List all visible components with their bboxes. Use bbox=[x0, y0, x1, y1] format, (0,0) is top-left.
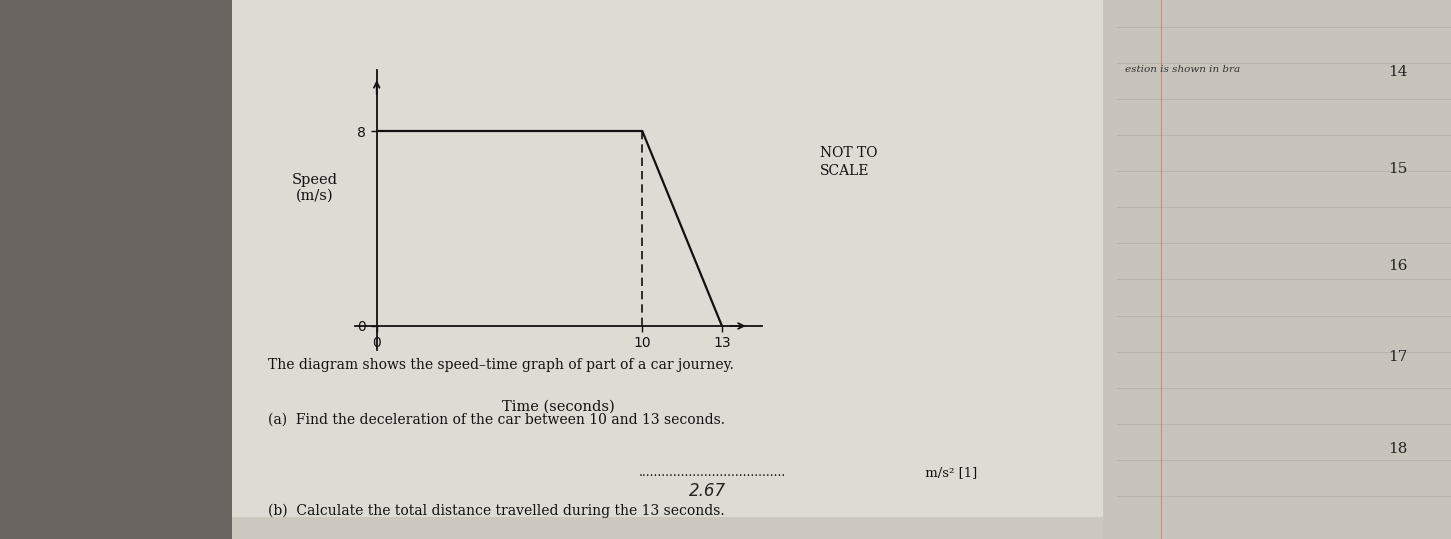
Text: Time (seconds): Time (seconds) bbox=[502, 399, 615, 413]
Text: 15: 15 bbox=[1389, 162, 1407, 176]
Text: m/s² [1]: m/s² [1] bbox=[921, 466, 978, 479]
Text: Speed
(m/s): Speed (m/s) bbox=[292, 172, 338, 203]
Text: ......................................: ...................................... bbox=[638, 466, 785, 479]
Text: estion is shown in bra: estion is shown in bra bbox=[1125, 65, 1239, 74]
Text: 17: 17 bbox=[1389, 350, 1407, 364]
Bar bbox=[1103, 0, 1451, 539]
Text: 18: 18 bbox=[1389, 442, 1407, 456]
Text: 2.67: 2.67 bbox=[689, 482, 727, 500]
Text: (a)  Find the deceleration of the car between 10 and 13 seconds.: (a) Find the deceleration of the car bet… bbox=[268, 412, 726, 426]
Bar bbox=[0, 0, 232, 539]
Bar bbox=[232, 0, 1103, 517]
Text: The diagram shows the speed–time graph of part of a car journey.: The diagram shows the speed–time graph o… bbox=[268, 358, 734, 372]
Text: 16: 16 bbox=[1389, 259, 1407, 273]
Text: (b)  Calculate the total distance travelled during the 13 seconds.: (b) Calculate the total distance travell… bbox=[268, 504, 726, 519]
Text: 14: 14 bbox=[1389, 65, 1407, 79]
Text: NOT TO
SCALE: NOT TO SCALE bbox=[820, 146, 878, 178]
